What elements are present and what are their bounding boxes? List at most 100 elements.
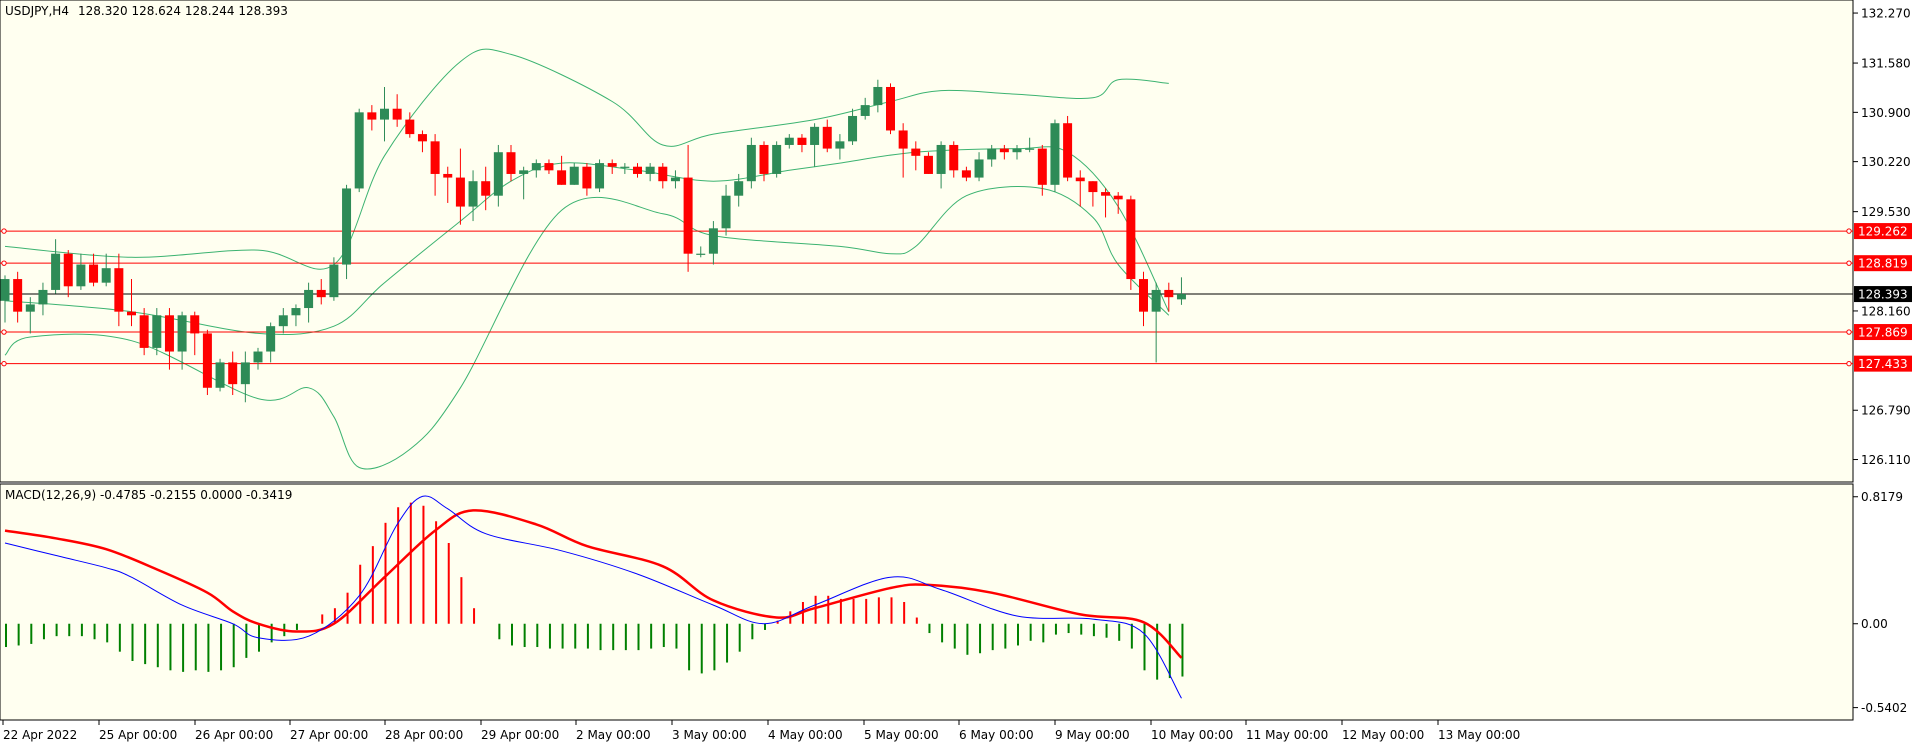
candle-body-bear <box>797 137 807 145</box>
candle-body-bear <box>190 315 200 334</box>
level-badge <box>1854 223 1912 240</box>
time-tick-label: 27 Apr 00:00 <box>290 728 368 742</box>
candle-body-bull <box>468 181 478 207</box>
candle-body-bear <box>1063 123 1073 178</box>
candle-body-bear <box>1164 289 1174 298</box>
time-tick-label: 5 May 00:00 <box>864 728 939 742</box>
price-tick-label: 132.270 <box>1861 7 1911 21</box>
candle-body-bear <box>1075 177 1085 182</box>
candle-body-bull <box>734 181 744 196</box>
time-tick-label: 2 May 00:00 <box>576 728 651 742</box>
candle-body-bear <box>89 264 99 283</box>
time-tick-label: 12 May 00:00 <box>1342 728 1424 742</box>
candle-body-bull <box>784 137 794 145</box>
macd-tick-label: 0.00 <box>1861 617 1888 631</box>
candle-body-bear <box>1037 148 1047 185</box>
time-tick-label: 29 Apr 00:00 <box>481 728 559 742</box>
candle-body-bull <box>670 177 680 182</box>
candle-body-bull <box>25 304 35 312</box>
candle-body-bear <box>405 119 415 135</box>
candle-body-bear <box>999 148 1009 153</box>
candle-body-bull <box>38 289 48 305</box>
level-badge-label: 128.819 <box>1858 257 1908 271</box>
candle-body-bull <box>519 170 529 174</box>
candle-body-bear <box>886 86 895 131</box>
symbol-title: USDJPY,H4 <box>5 4 69 18</box>
level-anchor <box>1 360 7 367</box>
candle-body-bear <box>607 163 617 167</box>
level-anchor <box>1 329 7 335</box>
candle-body-bull <box>253 351 263 363</box>
candle-body-bull <box>240 362 250 385</box>
macd-indicator <box>4 495 1184 699</box>
price-tick-label: 129.530 <box>1861 205 1911 219</box>
candlestick-series <box>0 79 1186 403</box>
macd-signal-line <box>4 509 1183 659</box>
candle-body-bull <box>493 152 503 196</box>
bollinger-bands <box>4 48 1170 470</box>
macd-axis: 0.8179 0.00 -0.5402 <box>1853 490 1907 715</box>
time-tick-label: 3 May 00:00 <box>672 728 747 742</box>
macd-tick-label: 0.8179 <box>1861 490 1903 504</box>
candle-body-bear <box>316 289 326 298</box>
candle-body-bull <box>531 163 541 171</box>
candle-body-bull <box>266 326 276 352</box>
level-anchor <box>1 228 7 234</box>
level-anchor <box>1846 329 1852 335</box>
candle-body-bull <box>595 163 605 189</box>
bollinger-lower-line <box>4 186 1170 470</box>
price-tick-label: 130.900 <box>1861 106 1911 120</box>
candle-body-bull <box>1176 294 1186 300</box>
candle-body-bear <box>582 166 592 189</box>
candle-body-bull <box>101 268 111 283</box>
candle-body-bear <box>506 152 516 174</box>
candle-body-bull <box>974 159 984 178</box>
level-badge-label: 127.433 <box>1858 357 1908 371</box>
bollinger-upper-line <box>4 48 1169 270</box>
level-anchor <box>1846 260 1852 266</box>
price-panel <box>0 0 1854 483</box>
candle-body-bear <box>228 362 238 385</box>
candle-body-bear <box>1139 279 1148 312</box>
time-axis: 22 Apr 2022 25 Apr 00:00 26 Apr 00:00 27 Ap… <box>2 720 1520 742</box>
candle-body-bear <box>683 177 693 254</box>
candle-body-bear <box>911 148 921 156</box>
candle-body-bull <box>721 195 731 229</box>
time-tick-label: 4 May 00:00 <box>768 728 843 742</box>
time-tick-label: 11 May 00:00 <box>1246 728 1328 742</box>
candle-body-bull <box>278 315 288 327</box>
price-tick-label: 131.580 <box>1861 57 1911 71</box>
candle-body-bear <box>392 108 402 120</box>
candle-body-bear <box>1126 199 1136 280</box>
candle-body-bear <box>367 112 377 120</box>
candle-body-bull <box>1012 148 1022 153</box>
time-tick-label: 13 May 00:00 <box>1438 728 1520 742</box>
candle-body-bear <box>961 170 971 178</box>
candle-body-bull <box>696 253 706 255</box>
time-tick-label: 6 May 00:00 <box>959 728 1034 742</box>
candle-body-bear <box>114 268 124 312</box>
level-badge-label: 127.869 <box>1858 326 1908 340</box>
candle-body-bull <box>620 166 630 168</box>
time-tick-label: 28 Apr 00:00 <box>385 728 463 742</box>
candle-body-bull <box>1050 123 1060 185</box>
candle-body-bear <box>923 155 933 174</box>
price-tick-label: 126.110 <box>1861 453 1911 467</box>
candle-body-bull <box>354 112 364 189</box>
current-price-badge <box>1854 286 1912 303</box>
candle-body-bear <box>13 279 23 312</box>
candle-body-bull <box>810 126 820 145</box>
candle-body-bull <box>76 264 86 287</box>
candle-body-bull <box>772 144 782 174</box>
candle-body-bull <box>304 289 314 309</box>
candle-body-bull <box>873 86 883 106</box>
candle-body-bear <box>127 311 136 316</box>
time-tick-label: 25 Apr 00:00 <box>99 728 177 742</box>
candle-body-bear <box>63 253 73 287</box>
candle-body-bear <box>759 144 769 174</box>
candle-body-bull <box>987 148 997 160</box>
candle-body-bear <box>822 126 832 149</box>
price-tick-label: 126.790 <box>1861 404 1911 418</box>
candle-body-bear <box>658 166 668 182</box>
